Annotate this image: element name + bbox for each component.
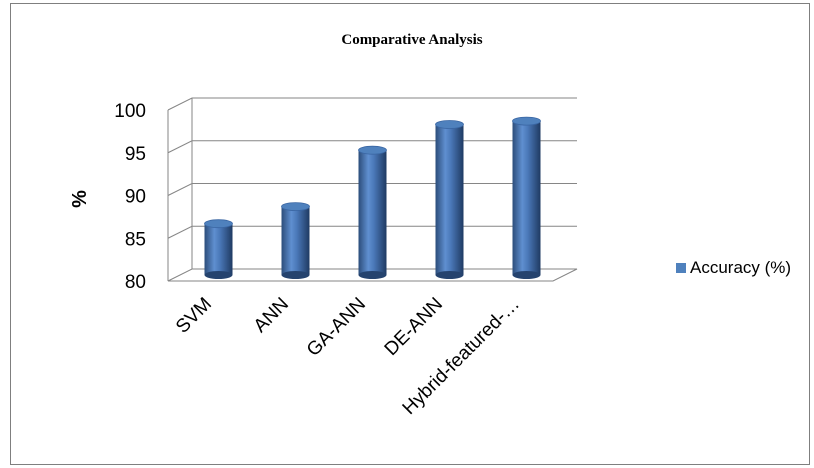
bar-top <box>358 145 387 155</box>
bars <box>204 116 541 279</box>
y-tick-label: 80 <box>125 272 146 293</box>
bar-top <box>204 219 233 229</box>
legend: Accuracy (%) <box>676 258 791 277</box>
bar-body <box>512 121 541 275</box>
bar-base <box>204 271 233 279</box>
y-tick-label: 95 <box>125 144 146 165</box>
bar <box>435 120 464 279</box>
x-tick-labels: SVM ANN GA-ANN DE-ANNHybrid-featured-… <box>172 294 524 419</box>
bar-base <box>435 271 464 279</box>
bar-top <box>512 116 541 126</box>
bar <box>204 219 233 279</box>
y-axis-label: % <box>69 190 91 208</box>
x-tick-label: DE-ANN <box>381 294 447 360</box>
bar <box>358 145 387 279</box>
y-tick-label: 100 <box>114 101 146 122</box>
bar-body <box>435 124 464 276</box>
floor <box>167 268 578 282</box>
x-tick-label: ANN <box>250 294 293 337</box>
bar-base <box>512 271 541 279</box>
bar-body <box>204 223 233 275</box>
y-tick-label: 85 <box>125 229 146 250</box>
bar <box>281 202 310 279</box>
legend-swatch <box>676 263 686 273</box>
y-tick-labels: 80 85 90 95 100 <box>114 101 146 293</box>
bar-top <box>281 202 310 212</box>
gridline <box>167 97 577 111</box>
chart-title: Comparative Analysis <box>341 32 482 48</box>
bar-top <box>435 120 464 129</box>
legend-label: Accuracy (%) <box>690 258 791 277</box>
bar-body <box>358 150 387 275</box>
x-tick-label: SVM <box>172 294 216 338</box>
bar-base <box>281 271 310 279</box>
bar <box>512 116 541 279</box>
bar-body <box>281 206 310 275</box>
chart-frame <box>10 3 810 465</box>
y-tick-label: 90 <box>125 187 146 208</box>
bar-base <box>358 271 387 279</box>
x-tick-label: GA-ANN <box>303 294 370 361</box>
